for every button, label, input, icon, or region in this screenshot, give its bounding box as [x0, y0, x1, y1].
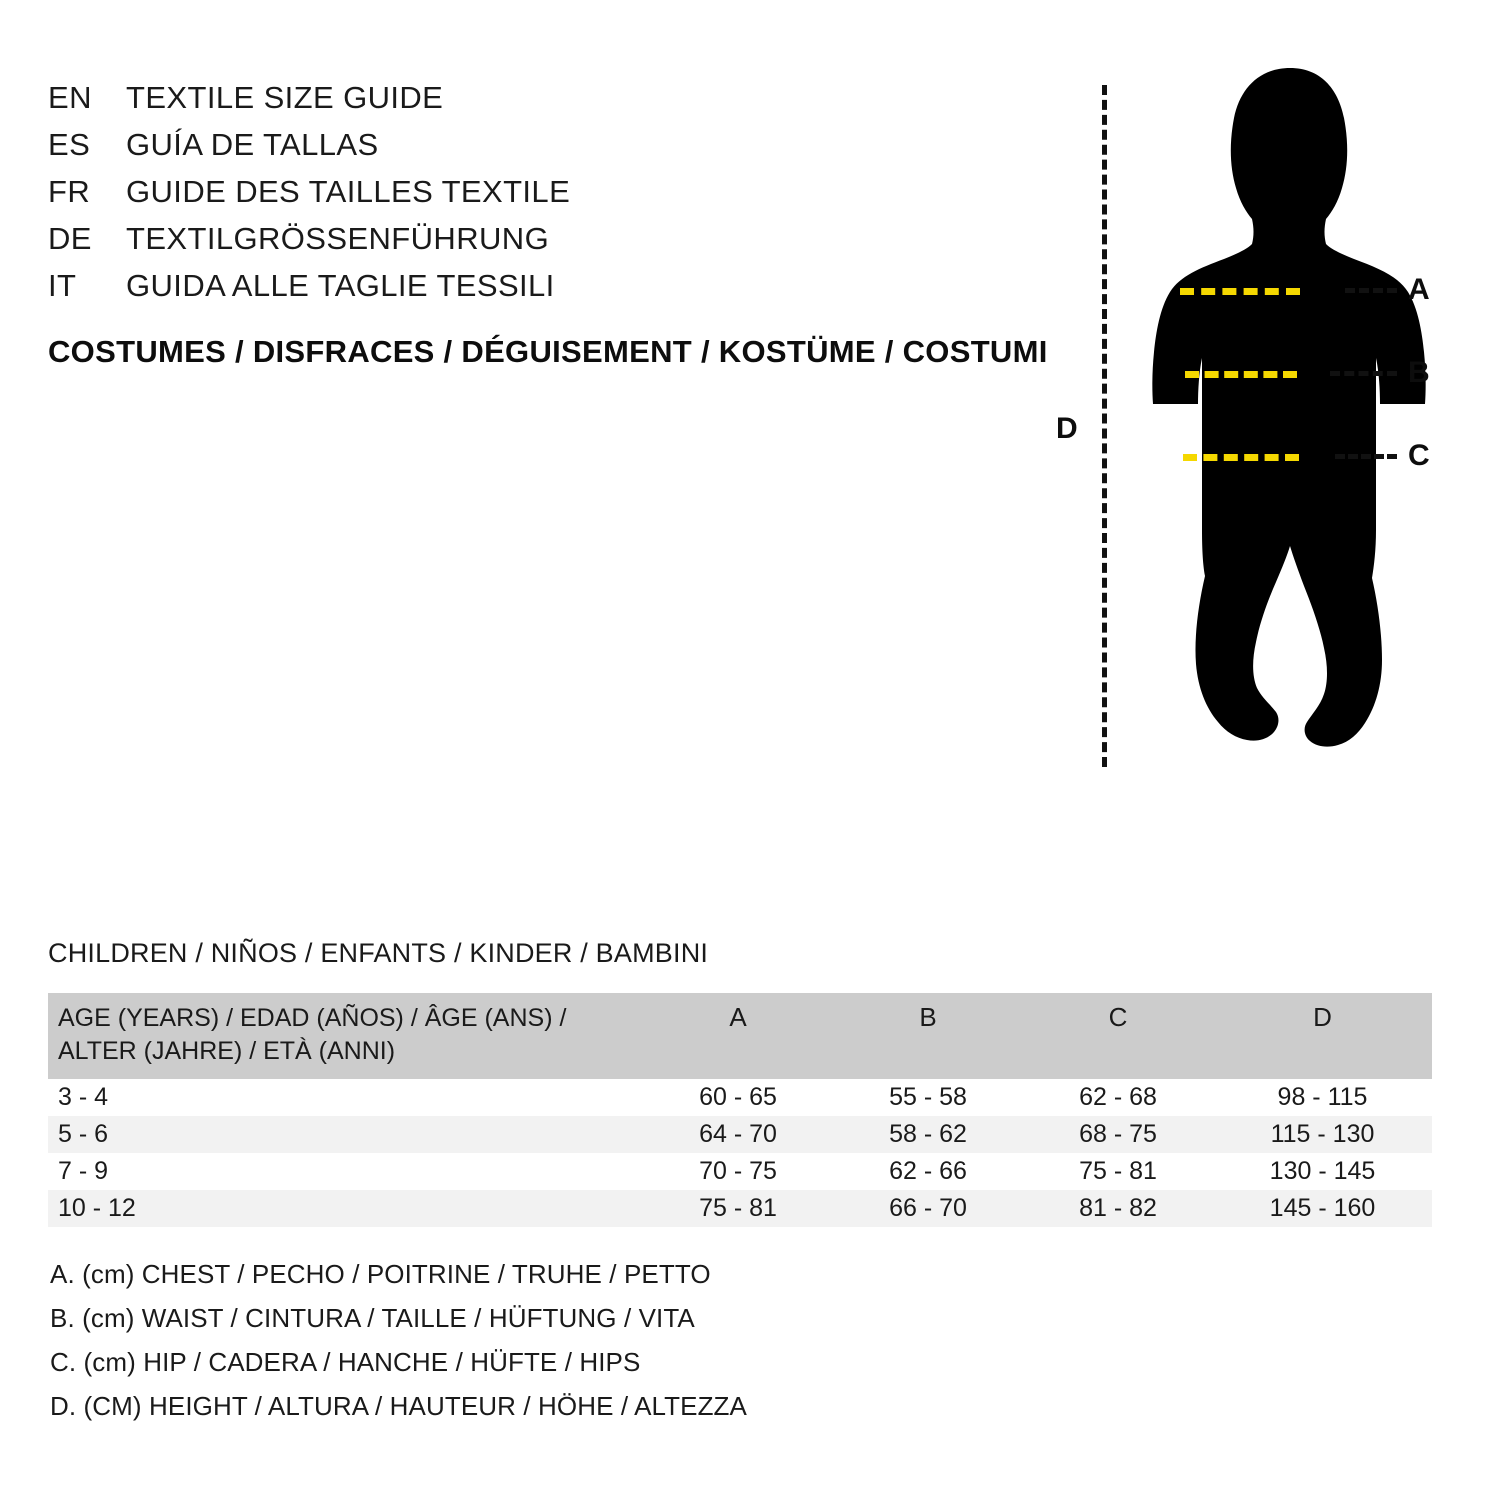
child-silhouette-icon [1152, 68, 1426, 747]
cell-age: 5 - 6 [58, 1120, 109, 1148]
language-code-en: EN [48, 80, 92, 115]
language-code-de: DE [48, 221, 92, 256]
language-text-es: GUÍA DE TALLAS [126, 127, 379, 162]
cell-b: 58 - 62 [889, 1120, 967, 1148]
size-table: AGE (YEARS) / EDAD (AÑOS) / ÂGE (ANS) / … [48, 993, 1432, 1227]
cell-a: 75 - 81 [699, 1194, 777, 1222]
table-header-row: AGE (YEARS) / EDAD (AÑOS) / ÂGE (ANS) / … [48, 993, 1432, 1079]
marker-label-d: D [1056, 412, 1078, 445]
column-header-age: AGE (YEARS) / EDAD (AÑOS) / ÂGE (ANS) / … [48, 993, 643, 1079]
column-header-age-line1: AGE (YEARS) / EDAD (AÑOS) / ÂGE (ANS) / [58, 1004, 567, 1032]
cell-age: 10 - 12 [58, 1194, 136, 1222]
language-row-fr: FR GUIDE DES TAILLES TEXTILE [48, 172, 748, 219]
cell-a: 60 - 65 [699, 1083, 777, 1111]
cell-d: 98 - 115 [1277, 1083, 1368, 1111]
cell-b: 66 - 70 [889, 1194, 967, 1222]
language-text-it: GUIDA ALLE TAGLIE TESSILI [126, 268, 555, 303]
language-code-it: IT [48, 268, 77, 303]
language-text-en: TEXTILE SIZE GUIDE [126, 80, 444, 115]
size-figure: D A B C [1040, 60, 1460, 767]
language-row-es: ES GUÍA DE TALLAS [48, 125, 748, 172]
marker-label-b: B [1408, 356, 1430, 389]
legend-item-a: A. (cm) CHEST / PECHO / POITRINE / TRUHE… [50, 1259, 711, 1289]
cell-c: 68 - 75 [1079, 1120, 1157, 1148]
language-row-de: DE TEXTILGRÖSSENFÜHRUNG [48, 219, 748, 266]
table-row: 5 - 6 64 - 70 58 - 62 68 - 75 115 - 130 [48, 1116, 1432, 1153]
cell-c: 62 - 68 [1079, 1083, 1157, 1111]
marker-label-c: C [1408, 439, 1430, 472]
table-body: 3 - 4 60 - 65 55 - 58 62 - 68 98 - 115 5… [48, 1079, 1432, 1227]
column-header-b: B [919, 1002, 937, 1032]
column-header-c: C [1108, 1002, 1128, 1032]
language-code-fr: FR [48, 174, 91, 209]
cell-d: 115 - 130 [1270, 1120, 1375, 1148]
legend-item-d: D. (CM) HEIGHT / ALTURA / HAUTEUR / HÖHE… [50, 1391, 747, 1421]
language-text-de: TEXTILGRÖSSENFÜHRUNG [126, 221, 550, 256]
cell-d: 130 - 145 [1269, 1157, 1376, 1185]
table-row: 3 - 4 60 - 65 55 - 58 62 - 68 98 - 115 [48, 1079, 1432, 1116]
cell-age: 3 - 4 [58, 1083, 109, 1111]
section-heading-children: CHILDREN / NIÑOS / ENFANTS / KINDER / BA… [48, 938, 709, 968]
language-row-it: IT GUIDA ALLE TAGLIE TESSILI [48, 266, 748, 313]
category-title: COSTUMES / DISFRACES / DÉGUISEMENT / KOS… [48, 334, 1048, 369]
column-header-a: A [729, 1002, 747, 1032]
leader-line-b [1330, 371, 1397, 376]
cell-b: 62 - 66 [889, 1157, 967, 1185]
table-header: AGE (YEARS) / EDAD (AÑOS) / ÂGE (ANS) / … [48, 993, 1432, 1079]
legend-item-b: B. (cm) WAIST / CINTURA / TAILLE / HÜFTU… [50, 1303, 695, 1333]
waist-measure-line [1185, 371, 1297, 378]
cell-a: 70 - 75 [699, 1157, 777, 1185]
cell-c: 75 - 81 [1079, 1157, 1157, 1185]
marker-label-a: A [1408, 273, 1430, 306]
cell-a: 64 - 70 [699, 1120, 777, 1148]
cell-c: 81 - 82 [1079, 1194, 1157, 1222]
cell-d: 145 - 160 [1269, 1194, 1376, 1222]
table-row: 7 - 9 70 - 75 62 - 66 75 - 81 130 - 145 [48, 1153, 1432, 1190]
language-row-en: EN TEXTILE SIZE GUIDE [48, 78, 748, 125]
column-header-age-line2: ALTER (JAHRE) / ETÀ (ANNI) [58, 1037, 396, 1065]
language-code-es: ES [48, 127, 91, 162]
table-row: 10 - 12 75 - 81 66 - 70 81 - 82 145 - 16… [48, 1190, 1432, 1227]
language-list: EN TEXTILE SIZE GUIDE ES GUÍA DE TALLAS … [48, 78, 748, 313]
leader-line-c [1335, 454, 1397, 459]
height-reference-line [1102, 85, 1107, 767]
cell-b: 55 - 58 [889, 1083, 967, 1111]
cell-age: 7 - 9 [58, 1157, 109, 1185]
language-text-fr: GUIDE DES TAILLES TEXTILE [126, 174, 571, 209]
chest-measure-line [1180, 288, 1300, 295]
hip-measure-line [1183, 454, 1299, 461]
leader-line-a [1345, 288, 1397, 293]
measurement-legend: A. (cm) CHEST / PECHO / POITRINE / TRUHE… [50, 1252, 950, 1428]
legend-item-c: C. (cm) HIP / CADERA / HANCHE / HÜFTE / … [50, 1347, 641, 1377]
column-header-d: D [1313, 1002, 1332, 1032]
